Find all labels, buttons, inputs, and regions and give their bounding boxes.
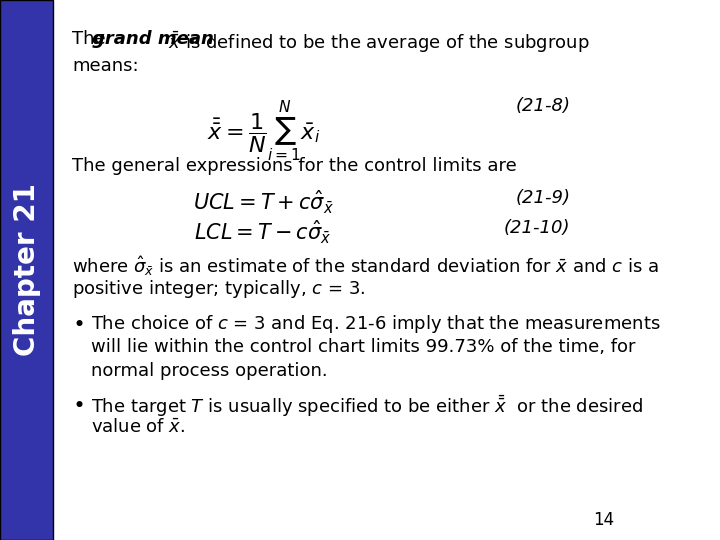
Text: $\bar{\bar{x}} = \dfrac{1}{N}\sum_{i=1}^{N}\bar{x}_i$: $\bar{\bar{x}} = \dfrac{1}{N}\sum_{i=1}^… [207,100,320,164]
Text: Chapter 21: Chapter 21 [13,184,41,356]
Text: value of $\bar{x}$.: value of $\bar{x}$. [91,418,185,436]
Text: grand mean: grand mean [92,30,214,48]
FancyBboxPatch shape [0,0,53,540]
Text: positive integer; typically, $c$ = 3.: positive integer; typically, $c$ = 3. [72,278,366,300]
Text: The: The [72,30,112,48]
Text: 14: 14 [593,511,614,529]
Text: $LCL = T - c\hat{\sigma}_{\bar{x}}$: $LCL = T - c\hat{\sigma}_{\bar{x}}$ [194,219,332,246]
Text: The target $T$ is usually specified to be either $\bar{\bar{x}}$  or the desired: The target $T$ is usually specified to b… [91,394,643,420]
Text: (21-8): (21-8) [516,97,570,115]
Text: (21-10): (21-10) [504,219,570,237]
Text: The general expressions for the control limits are: The general expressions for the control … [72,157,517,174]
Text: $\bullet$: $\bullet$ [72,394,84,414]
Text: will lie within the control chart limits 99.73% of the time, for: will lie within the control chart limits… [91,338,635,355]
Text: $\bullet$: $\bullet$ [72,313,84,333]
Text: (21-9): (21-9) [516,189,570,207]
Text: $\bar{\bar{x}}$ is defined to be the average of the subgroup: $\bar{\bar{x}}$ is defined to be the ave… [163,30,590,55]
Text: normal process operation.: normal process operation. [91,362,328,380]
Text: means:: means: [72,57,139,75]
Text: $UCL = T + c\hat{\sigma}_{\bar{x}}$: $UCL = T + c\hat{\sigma}_{\bar{x}}$ [193,189,334,216]
Text: where $\hat{\sigma}_{\bar{x}}$ is an estimate of the standard deviation for $\ba: where $\hat{\sigma}_{\bar{x}}$ is an est… [72,254,660,278]
Text: The choice of $c$ = 3 and Eq. 21-6 imply that the measurements: The choice of $c$ = 3 and Eq. 21-6 imply… [91,313,660,335]
